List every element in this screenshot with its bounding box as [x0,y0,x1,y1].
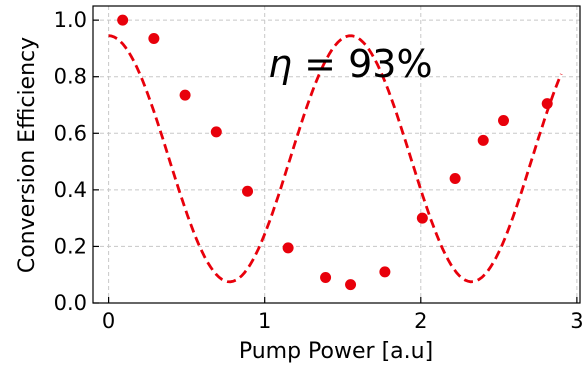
efficiency-value: = 93% [292,42,432,86]
data-point [179,89,191,101]
grid-lines [93,6,580,304]
x-tick-label: 3 [570,309,583,333]
data-point [282,242,294,254]
data-point [379,266,391,278]
y-tick-label: 0.8 [54,65,87,89]
fit-curve-layer [108,34,563,284]
data-point [541,98,553,110]
data-points [117,14,553,291]
data-point [242,185,254,197]
y-tick-label: 0.0 [54,291,87,315]
data-point [416,212,428,224]
fit-curve [108,34,563,284]
y-tick-label: 0.4 [54,178,87,202]
y-tick-label: 1.0 [54,8,87,32]
eta-symbol: η [268,42,292,86]
data-point [449,173,461,185]
data-point [210,126,222,138]
y-tick-label: 0.2 [54,234,87,258]
data-point [477,134,489,146]
y-axis-label: Conversion Efficiency [15,37,40,273]
x-tick-label: 2 [414,309,427,333]
data-point [345,279,357,291]
plot-frame [92,5,581,304]
data-point [117,14,129,26]
efficiency-annotation: η = 93% [268,42,433,86]
axis-ticks: 0 1 2 3 0.0 0.2 0.4 0.6 0.8 1.0 [54,8,584,333]
x-axis-label: Pump Power [a.u] [239,339,433,364]
data-point [320,272,332,284]
data-point [148,33,160,45]
y-tick-label: 0.6 [54,121,87,145]
data-point [498,115,510,127]
x-tick-label: 1 [258,309,271,333]
x-tick-label: 0 [102,309,115,333]
